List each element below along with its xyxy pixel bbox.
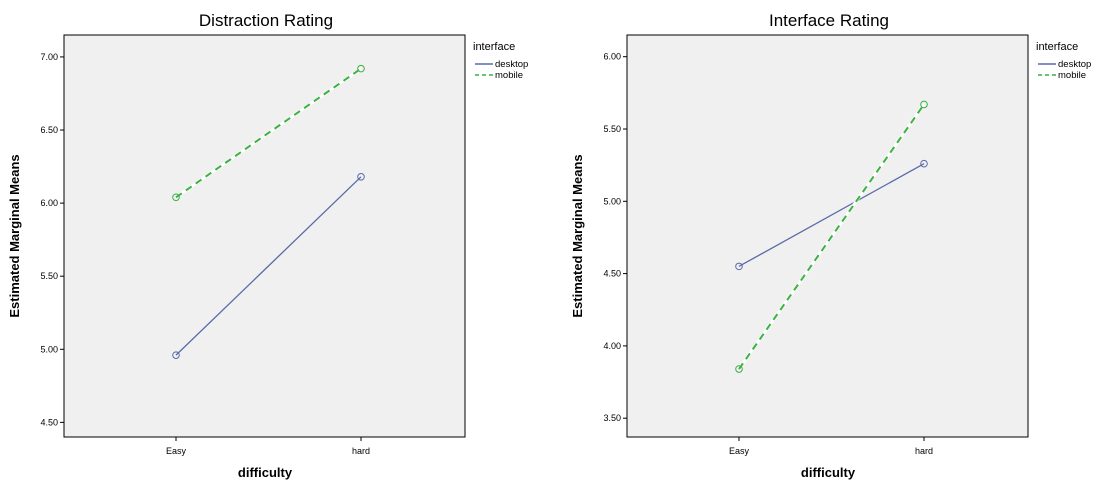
series-line-mobile xyxy=(175,67,362,199)
y-tick-label: 3.50 xyxy=(603,413,621,423)
y-axis-label: Estimated Marginal Means xyxy=(570,154,585,317)
legend: interface desktop mobile xyxy=(1036,41,1091,81)
data-point-mobile-easy xyxy=(735,365,743,373)
x-axis-label: difficulty xyxy=(238,465,293,480)
series-lines xyxy=(172,64,365,359)
data-point-mobile-hard xyxy=(920,100,928,109)
x-ticks: Easy hard xyxy=(166,437,370,456)
y-axis-label: Estimated Marginal Means xyxy=(7,154,22,317)
y-ticks: 4.50 5.00 5.50 6.00 6.50 7.00 xyxy=(40,52,64,427)
y-tick-label: 5.00 xyxy=(603,196,621,206)
plot-area xyxy=(626,34,1029,438)
y-tick-label: 7.00 xyxy=(40,52,58,62)
legend: interface desktop mobile xyxy=(473,41,528,81)
y-tick-label: 6.00 xyxy=(40,198,58,208)
y-tick-label: 4.00 xyxy=(603,341,621,351)
data-point-desktop-easy xyxy=(735,262,743,271)
legend-label-desktop: desktop xyxy=(495,59,528,70)
y-tick-label: 6.00 xyxy=(603,52,621,62)
x-axis-label: difficulty xyxy=(801,465,856,480)
x-tick-label: hard xyxy=(352,446,370,456)
x-ticks: Easy hard xyxy=(729,437,933,456)
legend-title: interface xyxy=(473,41,515,53)
y-tick-label: 6.50 xyxy=(40,125,58,135)
x-tick-label: Easy xyxy=(729,446,750,456)
x-tick-label: hard xyxy=(915,446,933,456)
data-point-mobile-hard xyxy=(357,64,365,73)
chart-title: Interface Rating xyxy=(769,11,889,30)
series-line-desktop xyxy=(175,176,362,356)
y-tick-label: 4.50 xyxy=(40,417,58,427)
data-point-desktop-easy xyxy=(172,351,180,359)
plot-area xyxy=(63,34,466,438)
chart-title: Distraction Rating xyxy=(199,11,333,30)
series-line-desktop xyxy=(738,163,925,267)
data-point-mobile-easy xyxy=(172,193,180,202)
x-tick-label: Easy xyxy=(166,446,187,456)
y-ticks: 3.50 4.00 4.50 5.00 5.50 6.00 xyxy=(603,52,627,423)
y-tick-label: 5.50 xyxy=(40,271,58,281)
chart-panel-distraction: Distraction Rating Estimated Marginal Me… xyxy=(7,11,528,480)
legend-label-mobile: mobile xyxy=(1058,70,1086,81)
chart-panel-interface: Interface Rating Estimated Marginal Mean… xyxy=(570,11,1091,480)
series-lines xyxy=(735,100,928,373)
y-tick-label: 5.50 xyxy=(603,124,621,134)
y-tick-label: 5.00 xyxy=(40,344,58,354)
series-line-mobile xyxy=(738,103,925,370)
y-tick-label: 4.50 xyxy=(603,269,621,279)
legend-label-desktop: desktop xyxy=(1058,59,1091,70)
legend-label-mobile: mobile xyxy=(495,70,523,81)
data-point-desktop-hard xyxy=(357,172,365,181)
data-point-desktop-hard xyxy=(920,159,928,168)
legend-title: interface xyxy=(1036,41,1078,53)
